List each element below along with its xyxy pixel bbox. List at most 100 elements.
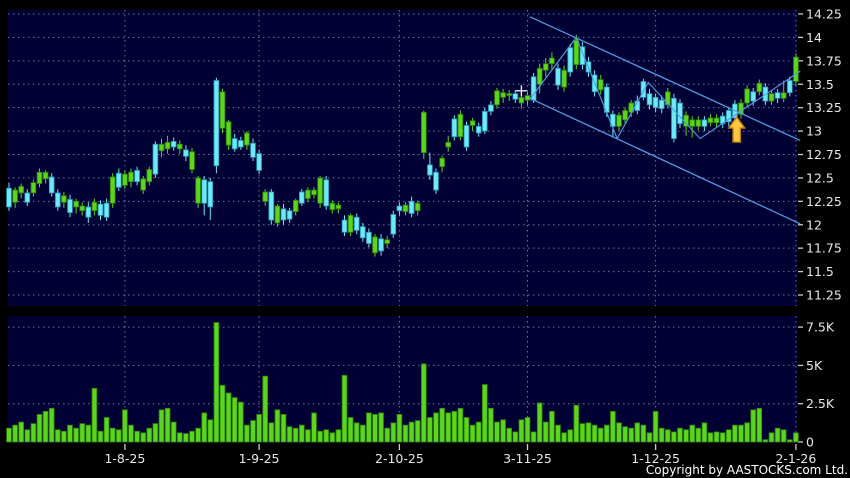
volume-bar xyxy=(665,429,671,443)
candle xyxy=(103,198,110,222)
zigzag-line[interactable] xyxy=(529,36,801,140)
candle xyxy=(79,202,86,216)
volume-panel[interactable] xyxy=(8,316,797,443)
price-tick-label: 13.5 xyxy=(806,77,834,92)
volume-bar xyxy=(97,430,104,443)
volume-bar xyxy=(768,432,775,443)
candle xyxy=(713,114,720,128)
volume-bar xyxy=(341,374,348,443)
candle xyxy=(506,89,512,102)
volume-bar xyxy=(500,419,506,443)
candle xyxy=(207,177,214,221)
volume-bar xyxy=(237,401,244,443)
volume-bar xyxy=(494,421,500,443)
candle xyxy=(140,176,147,194)
volume-bar xyxy=(12,424,18,443)
candle xyxy=(18,183,24,199)
volume-bar xyxy=(18,421,24,443)
candle xyxy=(372,234,378,257)
candle xyxy=(311,187,317,199)
volume-bar xyxy=(384,427,390,443)
volume-bar xyxy=(506,427,512,443)
candle xyxy=(353,213,360,235)
volume-bar xyxy=(536,402,543,443)
price-tick-label: 14 xyxy=(806,30,822,45)
candle xyxy=(622,107,628,124)
candle xyxy=(42,170,49,184)
volume-bar xyxy=(726,429,732,443)
candle xyxy=(512,89,519,103)
trendline-channel-upper[interactable] xyxy=(529,16,801,142)
price-tick-label: 12.5 xyxy=(806,170,834,185)
candle xyxy=(677,99,683,129)
candle xyxy=(213,77,220,174)
candle xyxy=(573,34,580,70)
volume-bar xyxy=(481,384,488,443)
candle xyxy=(494,87,500,109)
candle xyxy=(567,43,573,77)
candle xyxy=(469,117,476,132)
candle xyxy=(640,78,647,101)
candle xyxy=(128,168,134,188)
trendline-channel-lower[interactable] xyxy=(529,97,801,225)
candle xyxy=(91,198,98,216)
candle xyxy=(451,115,458,141)
candle xyxy=(146,166,153,186)
volume-bar xyxy=(756,407,763,443)
volume-bar xyxy=(408,421,415,443)
candle xyxy=(414,200,421,216)
volume-bar xyxy=(567,429,573,443)
candle xyxy=(616,112,622,132)
volume-bar xyxy=(445,412,451,443)
candle xyxy=(256,149,262,175)
volume-bar xyxy=(597,427,604,443)
volume-bar xyxy=(195,427,201,443)
volume-bar xyxy=(549,410,555,443)
volume-bar xyxy=(305,429,311,443)
price-tick-label: 13 xyxy=(806,124,822,139)
volume-bar xyxy=(634,422,641,443)
candle xyxy=(402,202,409,216)
volume-bar xyxy=(744,422,750,443)
volume-bar xyxy=(488,407,494,443)
candle xyxy=(329,200,336,214)
volume-bar xyxy=(91,387,98,443)
volume-bar xyxy=(207,419,214,443)
price-tick-label: 11.75 xyxy=(806,241,842,256)
candle xyxy=(36,168,43,188)
candle xyxy=(116,168,122,192)
date-tick-label: 1-9-25 xyxy=(239,451,280,466)
volume-tick-label: 7.5K xyxy=(806,320,835,335)
volume-bar xyxy=(652,410,659,443)
volume-bar xyxy=(628,427,634,443)
candle xyxy=(262,189,268,207)
up-arrow-marker xyxy=(727,115,747,143)
volume-bar xyxy=(616,422,622,443)
candle xyxy=(189,147,195,174)
candle xyxy=(183,145,189,162)
volume-bar xyxy=(274,409,281,443)
candle xyxy=(347,213,354,236)
volume-bar xyxy=(55,429,61,443)
candle xyxy=(195,176,201,208)
volume-bar xyxy=(116,429,122,443)
price-axis-labels: 14.25 14 13.75 13.5 13.25 13 12.75 12.5 12.25 12 1… xyxy=(798,7,842,303)
candle xyxy=(158,138,165,158)
candle xyxy=(341,215,348,236)
volume-bar xyxy=(67,424,73,443)
candle xyxy=(219,88,226,133)
price-tick-label: 14.25 xyxy=(806,7,842,22)
volume-bar xyxy=(280,414,287,443)
candle xyxy=(85,202,92,223)
price-panel[interactable] xyxy=(8,10,797,306)
candle xyxy=(658,95,665,114)
volume-bar xyxy=(122,409,128,443)
candle xyxy=(384,235,390,249)
volume-bar xyxy=(317,430,323,443)
volume-bar xyxy=(353,422,360,443)
candle xyxy=(787,76,793,97)
candle xyxy=(109,173,116,208)
candle xyxy=(780,80,787,103)
